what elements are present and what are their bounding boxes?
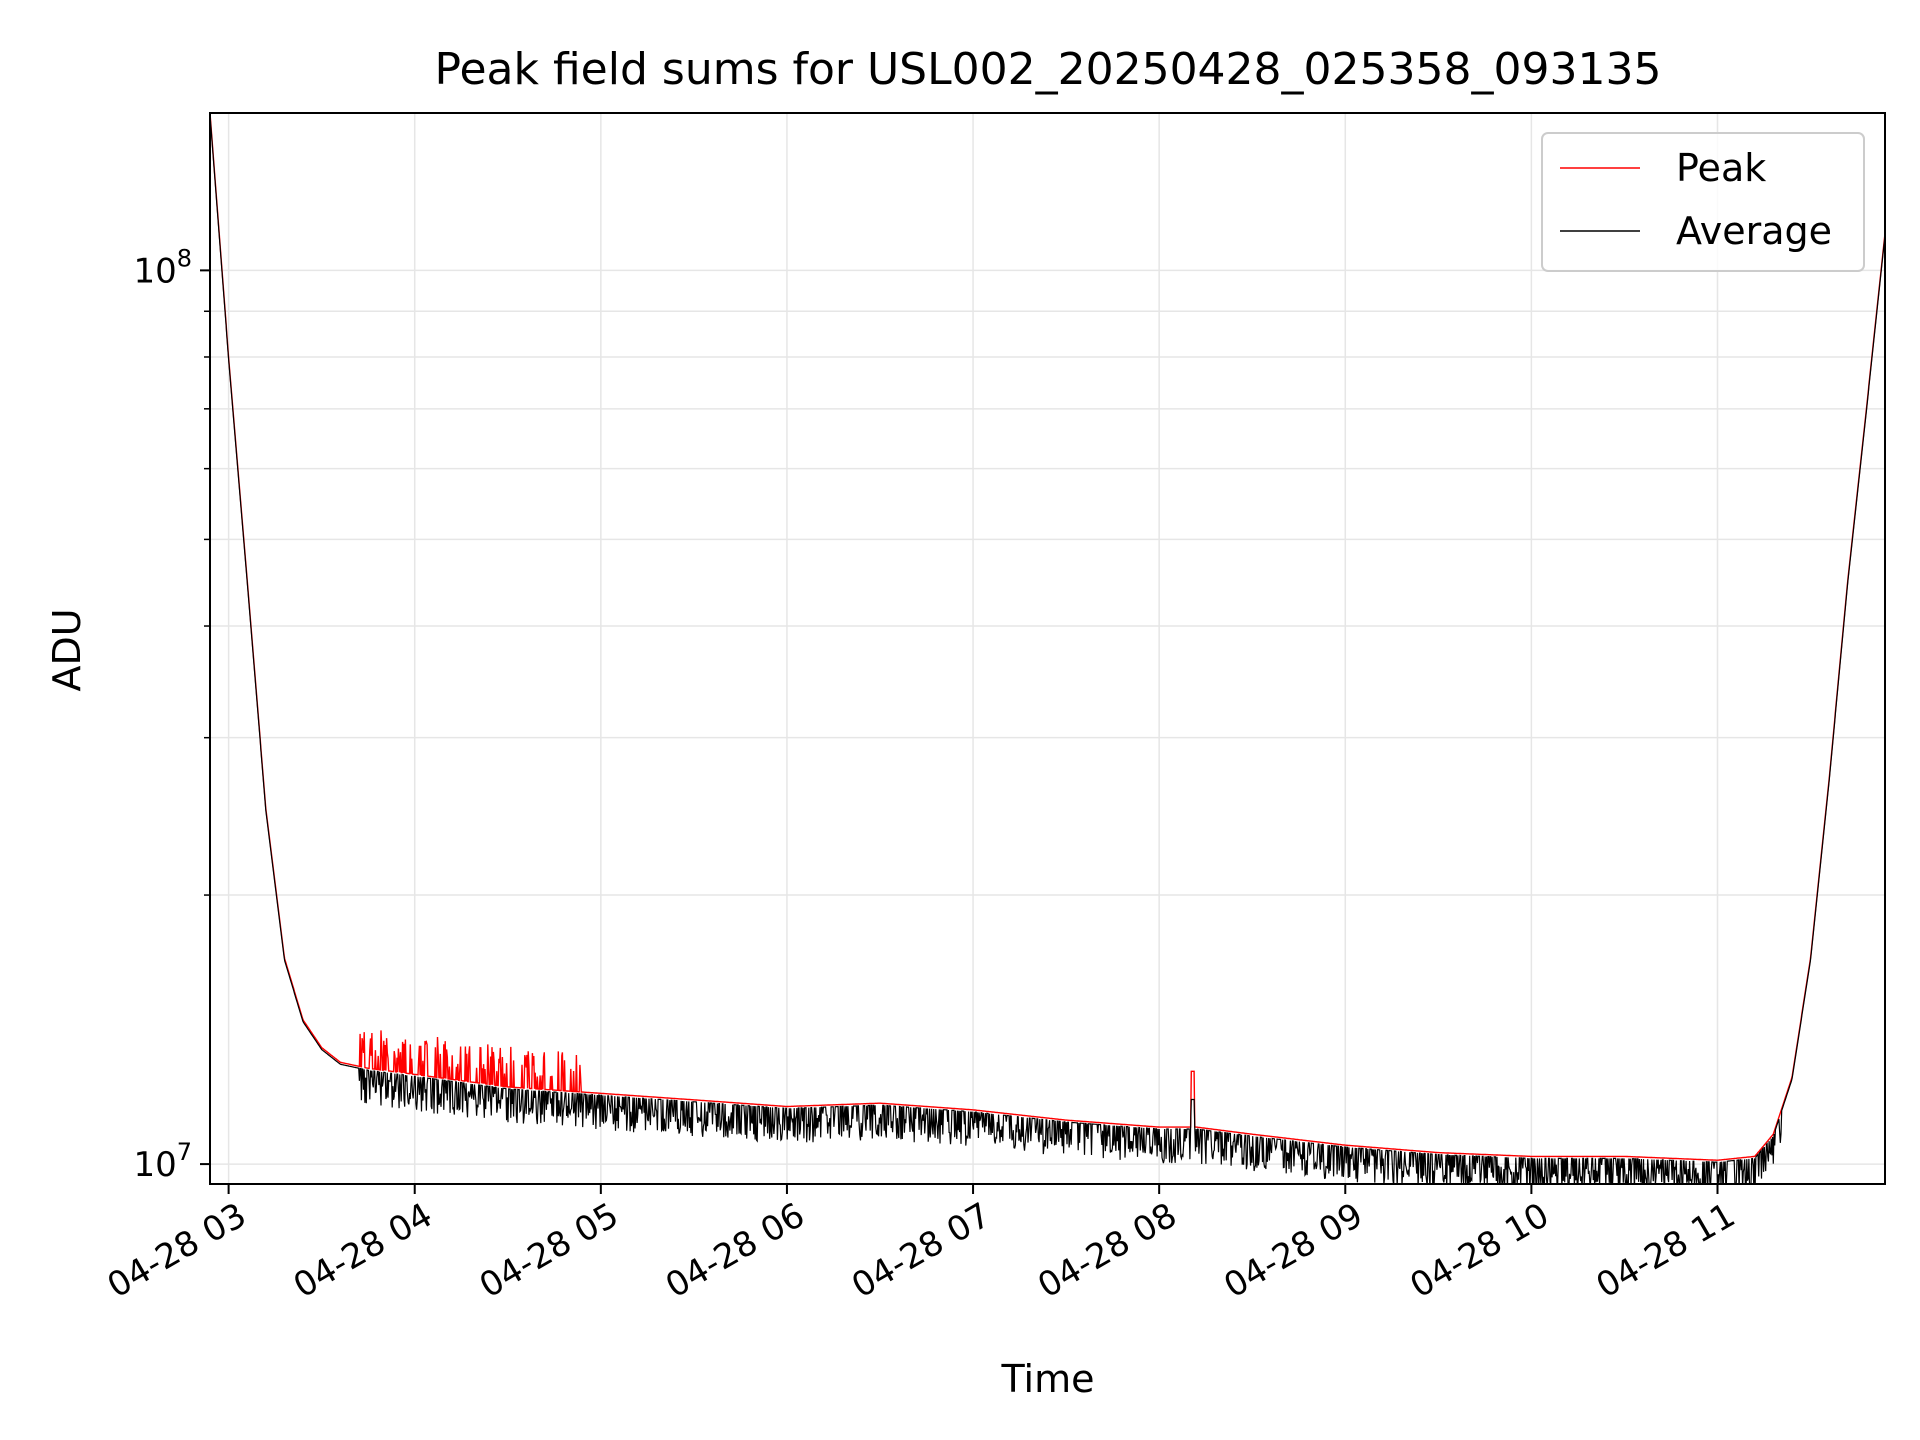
peak-series-line: [210, 113, 1885, 1161]
y-axis-label: ADU: [45, 608, 89, 691]
legend-average-label: Average: [1676, 209, 1832, 253]
chart-title: Peak field sums for USL002_20250428_0253…: [435, 44, 1662, 95]
series-layer: [210, 113, 1885, 1184]
average-series-line: [210, 114, 1885, 1184]
legend: Peak Average: [1541, 132, 1865, 272]
y-tick-label: 108: [133, 244, 192, 291]
x-axis-label: Time: [1001, 1357, 1095, 1401]
plot-frame: [209, 112, 1886, 1185]
y-tick-label: 107: [133, 1138, 192, 1185]
legend-peak-label: Peak: [1676, 146, 1766, 190]
